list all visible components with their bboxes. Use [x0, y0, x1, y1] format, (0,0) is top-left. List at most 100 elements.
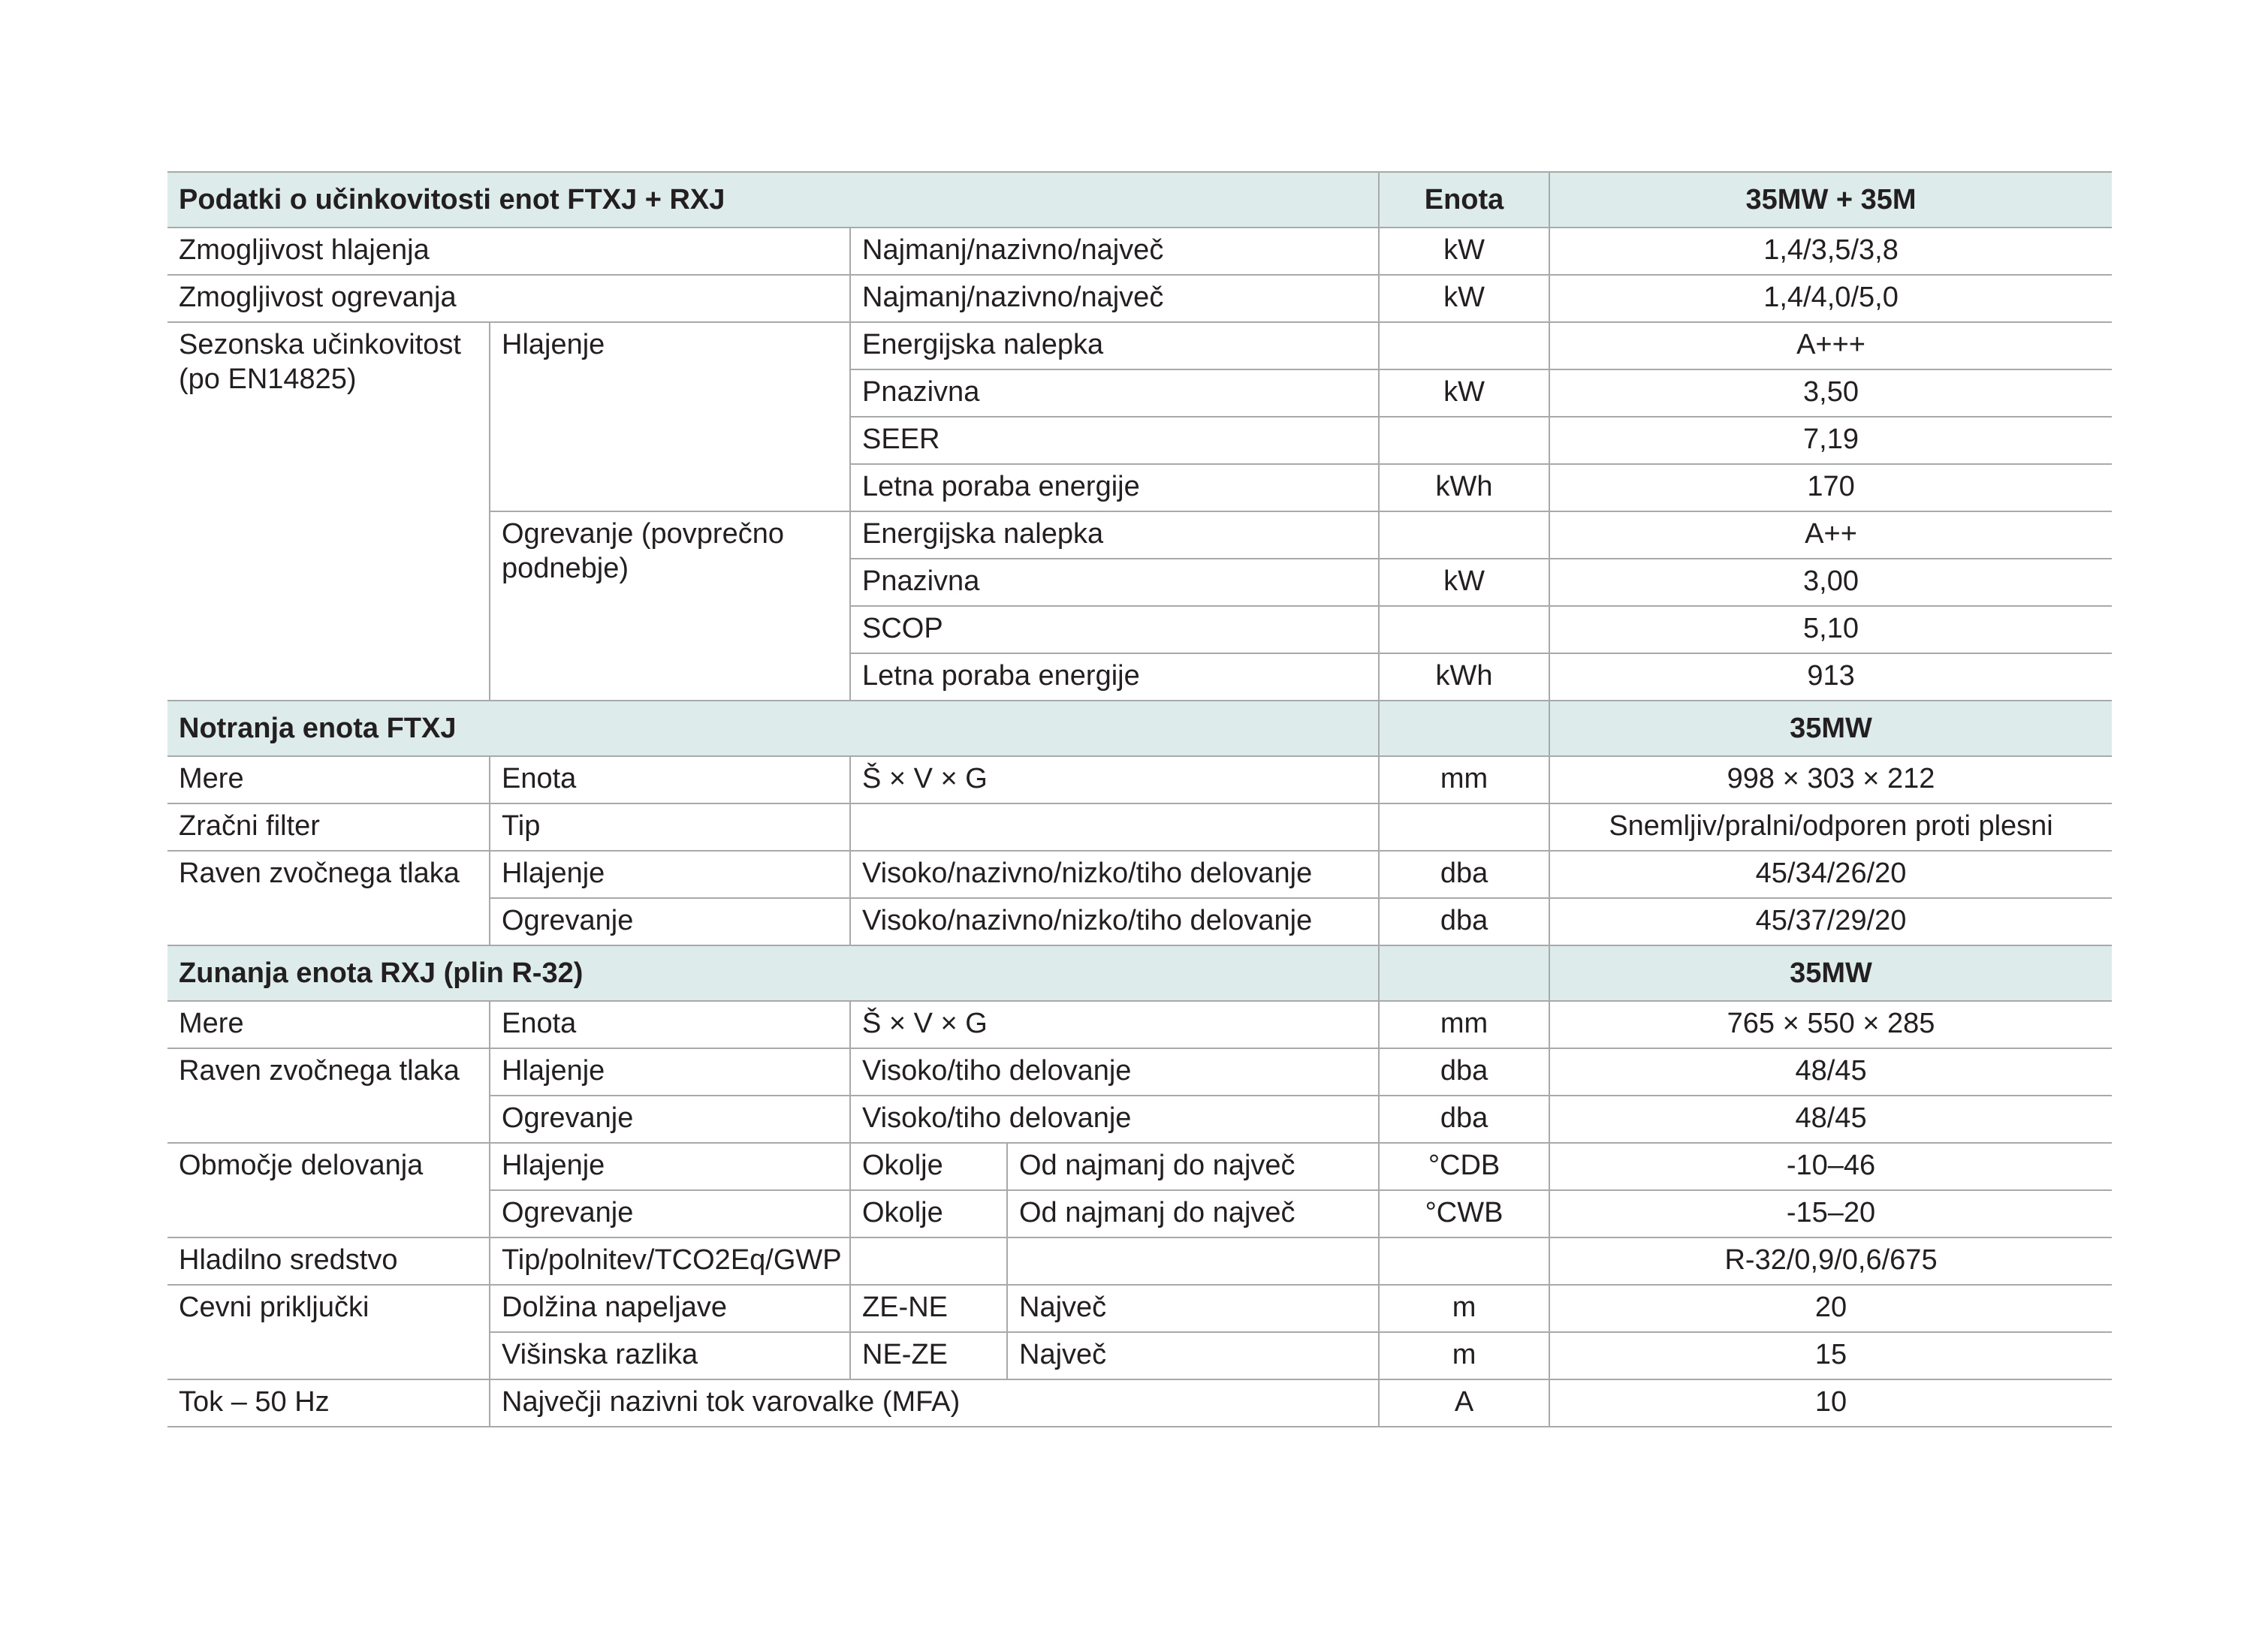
table-cell: dba	[1378, 1048, 1551, 1096]
table-row: Ogrevanje Visoko/tiho delovanje dba 48/45	[167, 1095, 2113, 1144]
header-cell: Zunanja enota RXJ (plin R-32)	[166, 945, 1380, 1002]
table-row: Zmogljivost ogrevanja Najmanj/nazivno/naj…	[167, 274, 2113, 323]
table-cell: Visoko/tiho delovanje	[849, 1048, 1380, 1096]
empty-cell	[849, 1237, 1008, 1286]
table-cell: 765 × 550 × 285	[1549, 1000, 2113, 1049]
table-cell: m	[1378, 1331, 1551, 1380]
table-cell: Energijska nalepka	[849, 511, 1380, 559]
empty-cell	[1378, 605, 1551, 654]
table-cell: m	[1378, 1284, 1551, 1333]
table-cell: 5,10	[1549, 605, 2113, 654]
empty-cell	[1378, 803, 1551, 852]
table-row: Raven zvočnega tlaka Hlajenje Visoko/naziv…	[167, 850, 2113, 946]
table-row: SCOP 5,10	[167, 605, 2113, 654]
table-cell: Sezonska učinkovitost (po EN14825)	[167, 321, 490, 701]
section-header-row: Notranja enota FTXJ 35MW	[166, 700, 2113, 757]
table-cell: 7,19	[1549, 416, 2113, 465]
table-row: Hladilno sredstvo Tip/polnitev/TCO2Eq/GWP…	[167, 1237, 2113, 1286]
table-cell: Najmanj/nazivno/največ	[849, 227, 1380, 276]
table-row: SEER 7,19	[167, 416, 2113, 465]
table-cell: Največ	[1006, 1284, 1380, 1333]
spec-table: Podatki o učinkovitosti enot FTXJ + RXJ E…	[166, 171, 2113, 1427]
table-row: Sezonska učinkovitost (po EN14825) Hlajen…	[167, 321, 2113, 701]
header-cell: 35MW	[1549, 945, 2113, 1002]
table-cell: 15	[1549, 1331, 2113, 1380]
table-cell: Visoko/nazivno/nizko/tiho delovanje	[849, 850, 1380, 899]
table-row: Pnazivna kW 3,00	[167, 558, 2113, 607]
table-row: Zmogljivost hlajenja Najmanj/nazivno/najv…	[167, 227, 2113, 276]
table-cell: ZE-NE	[849, 1284, 1008, 1333]
empty-cell	[1378, 511, 1551, 559]
table-cell: Območje delovanja	[167, 1142, 490, 1238]
table-cell: 45/34/26/20	[1549, 850, 2113, 899]
table-cell: Od najmanj do največ	[1006, 1142, 1380, 1191]
table-cell: Največ	[1006, 1331, 1380, 1380]
table-cell: Pnazivna	[849, 558, 1380, 607]
table-cell: Š × V × G	[849, 1000, 1380, 1049]
table-cell: mm	[1378, 1000, 1551, 1049]
table-row: Ogrevanje Visoko/nazivno/nizko/tiho delov…	[167, 897, 2113, 946]
header-cell: 35MW + 35M	[1549, 171, 2113, 228]
table-cell: Hlajenje	[489, 850, 851, 899]
table-cell: 1,4/4,0/5,0	[1549, 274, 2113, 323]
table-cell: 3,50	[1549, 369, 2113, 418]
table-row: Letna poraba energije kWh 170	[167, 463, 2113, 512]
table-cell: 20	[1549, 1284, 2113, 1333]
section-header-row: Zunanja enota RXJ (plin R-32) 35MW	[166, 945, 2113, 1002]
table-cell: Ogrevanje	[489, 1189, 851, 1238]
table-cell: Pnazivna	[849, 369, 1380, 418]
table-cell: °CDB	[1378, 1142, 1551, 1191]
table-cell: Tip	[489, 803, 851, 852]
table-cell: 913	[1549, 653, 2113, 701]
table-row: Zračni filter Tip Snemljiv/pralni/odporen …	[167, 803, 2113, 852]
table-row: Tok – 50 Hz Največji nazivni tok varovalk…	[167, 1379, 2113, 1427]
table-cell: SEER	[849, 416, 1380, 465]
table-row: Letna poraba energije kWh 913	[167, 653, 2113, 701]
empty-cell	[1378, 1237, 1551, 1286]
table-cell: Mere	[167, 755, 490, 804]
header-cell: Enota	[1378, 171, 1551, 228]
table-cell: NE-ZE	[849, 1331, 1008, 1380]
table-cell: kW	[1378, 558, 1551, 607]
table-cell: Zmogljivost ogrevanja	[167, 274, 851, 323]
table-row: Ogrevanje Okolje Od najmanj do največ °CWB -…	[167, 1189, 2113, 1238]
table-cell: A++	[1549, 511, 2113, 559]
table-cell: Od najmanj do največ	[1006, 1189, 1380, 1238]
table-cell: Raven zvočnega tlaka	[167, 1048, 490, 1144]
table-cell: Dolžina napeljave	[489, 1284, 851, 1333]
table-cell: Hlajenje	[489, 1048, 851, 1096]
table-cell: Zračni filter	[167, 803, 490, 852]
table-row: Pnazivna kW 3,50	[167, 369, 2113, 418]
table-cell: A	[1378, 1379, 1551, 1427]
table-cell: 45/37/29/20	[1549, 897, 2113, 946]
section-header-row: Podatki o učinkovitosti enot FTXJ + RXJ E…	[166, 171, 2113, 228]
table-row: Raven zvočnega tlaka Hlajenje Visoko/tiho …	[167, 1048, 2113, 1144]
header-cell: Podatki o učinkovitosti enot FTXJ + RXJ	[166, 171, 1380, 228]
table-cell: 48/45	[1549, 1095, 2113, 1144]
table-cell: 1,4/3,5/3,8	[1549, 227, 2113, 276]
table-cell: °CWB	[1378, 1189, 1551, 1238]
table-cell: kW	[1378, 369, 1551, 418]
table-cell: Ogrevanje (povprečno podnebje)	[489, 511, 851, 701]
table-cell: SCOP	[849, 605, 1380, 654]
table-cell: Okolje	[849, 1189, 1008, 1238]
empty-cell	[1378, 321, 1551, 370]
empty-cell	[1378, 945, 1551, 1002]
table-cell: Letna poraba energije	[849, 653, 1380, 701]
table-cell: dba	[1378, 850, 1551, 899]
table-cell: Tok – 50 Hz	[167, 1379, 490, 1427]
table-cell: Visoko/nazivno/nizko/tiho delovanje	[849, 897, 1380, 946]
empty-cell	[1006, 1237, 1380, 1286]
table-cell: Hladilno sredstvo	[167, 1237, 490, 1286]
table-cell: Energijska nalepka	[849, 321, 1380, 370]
table-cell: -15–20	[1549, 1189, 2113, 1238]
table-cell: 998 × 303 × 212	[1549, 755, 2113, 804]
table-cell: dba	[1378, 897, 1551, 946]
table-row: Višinska razlika NE-ZE Največ m 15	[167, 1331, 2113, 1380]
table-row: Območje delovanja Hlajenje Okolje Od najman…	[167, 1142, 2113, 1238]
table-cell: Okolje	[849, 1142, 1008, 1191]
table-cell: Tip/polnitev/TCO2Eq/GWP	[489, 1237, 851, 1286]
